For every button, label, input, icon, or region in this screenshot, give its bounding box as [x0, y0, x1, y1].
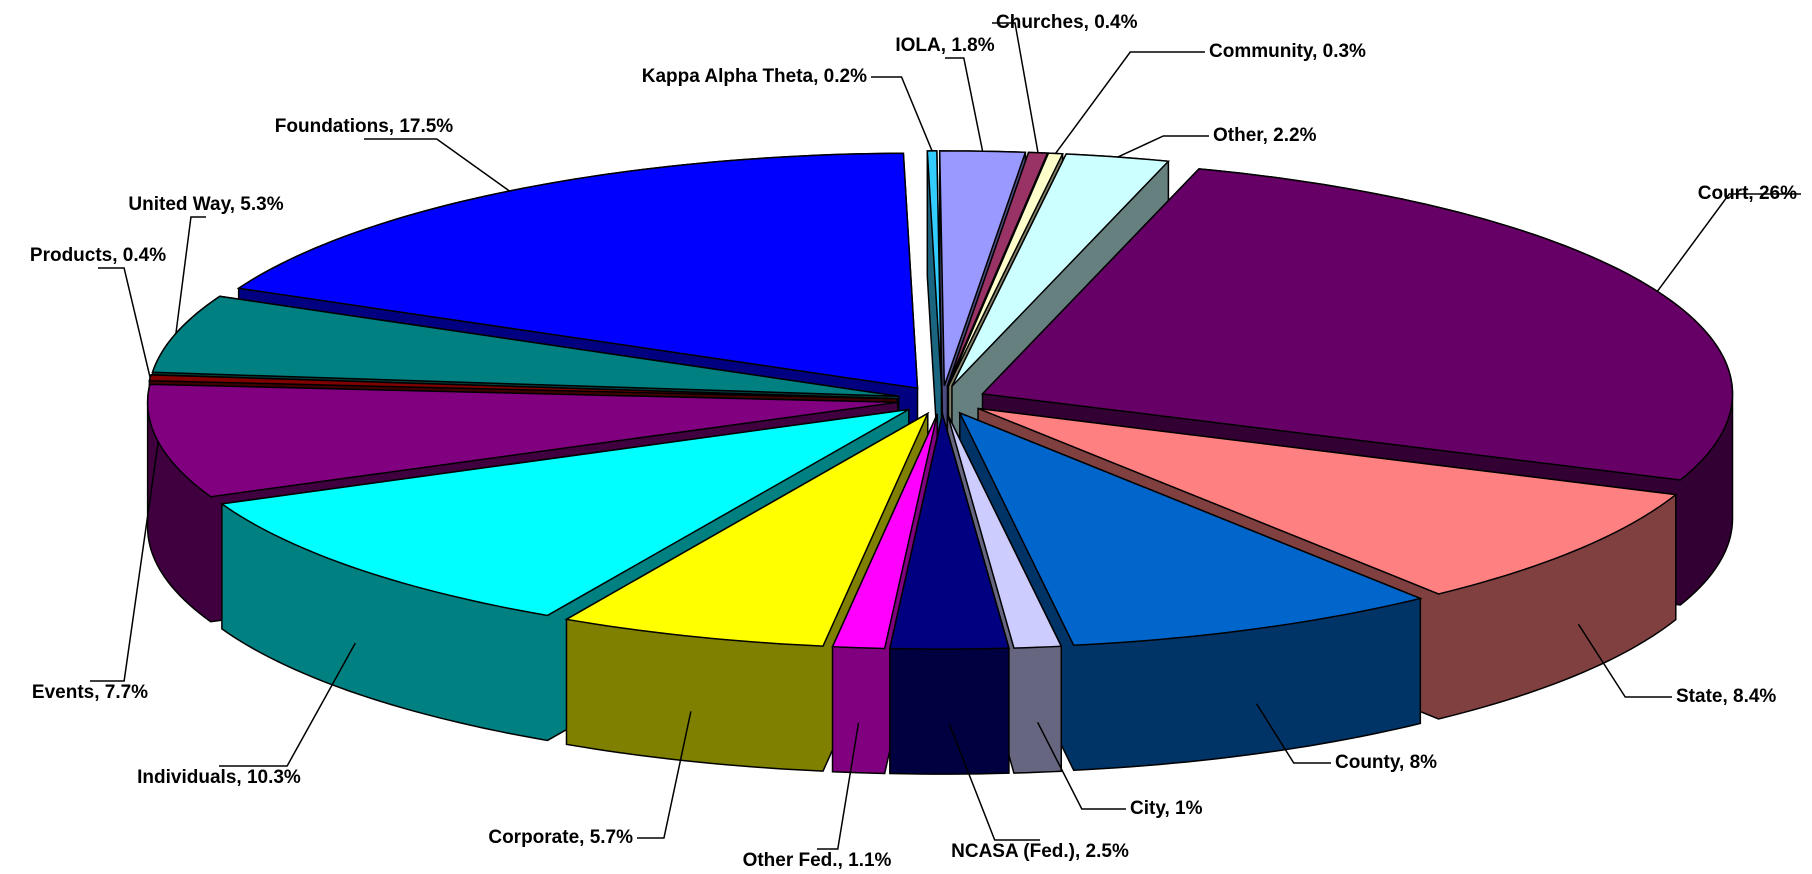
leader-line: [637, 711, 692, 839]
slice-label: Individuals, 10.3%: [137, 767, 301, 788]
leader-line: [945, 57, 984, 152]
leader-line: [90, 441, 159, 682]
slice-label: Court, 26%: [1698, 183, 1797, 204]
slice: [888, 413, 1010, 650]
slice-label: United Way, 5.3%: [128, 194, 283, 215]
slice: [980, 168, 1734, 481]
slice-label: Community, 0.3%: [1209, 41, 1366, 62]
leader-line: [1656, 193, 1801, 292]
leader-line: [98, 267, 151, 378]
slice-label: Events, 7.7%: [32, 682, 148, 703]
slice-label: Corporate, 5.7%: [488, 827, 633, 848]
leader-line: [871, 76, 933, 152]
slice-label: City, 1%: [1130, 798, 1203, 819]
slice-label: NCASA (Fed.), 2.5%: [951, 841, 1129, 862]
leader-line: [219, 642, 356, 767]
slice-label: Other Fed., 1.1%: [743, 850, 892, 871]
leader-line: [1255, 703, 1331, 764]
slice: [146, 383, 898, 498]
slice-label: Churches, 0.4%: [996, 12, 1138, 33]
leader-line: [1577, 623, 1672, 698]
slice-label: State, 8.4%: [1676, 686, 1776, 707]
slice: [958, 411, 1423, 647]
slice-label: Kappa Alpha Theta, 0.2%: [642, 66, 867, 87]
leader-line: [1054, 51, 1205, 154]
slice-label: County, 8%: [1335, 752, 1437, 773]
leader-line: [1036, 721, 1126, 810]
leader-line: [817, 722, 860, 850]
slice: [977, 407, 1678, 595]
slice-label: Foundations, 17.5%: [275, 116, 454, 137]
slice-label: Other, 2.2%: [1213, 125, 1317, 146]
leader-line: [175, 216, 206, 334]
leader-line: [364, 138, 510, 192]
leader-line: [1117, 135, 1209, 158]
slice: [564, 411, 930, 647]
slice-label: IOLA, 1.8%: [895, 35, 994, 56]
slice: [946, 413, 1063, 649]
slice-label: Products, 0.4%: [30, 245, 166, 266]
leader-line: [948, 723, 1040, 841]
slice: [219, 408, 910, 617]
leader-line: [992, 22, 1039, 153]
slice: [951, 153, 1171, 387]
slice: [831, 413, 939, 650]
